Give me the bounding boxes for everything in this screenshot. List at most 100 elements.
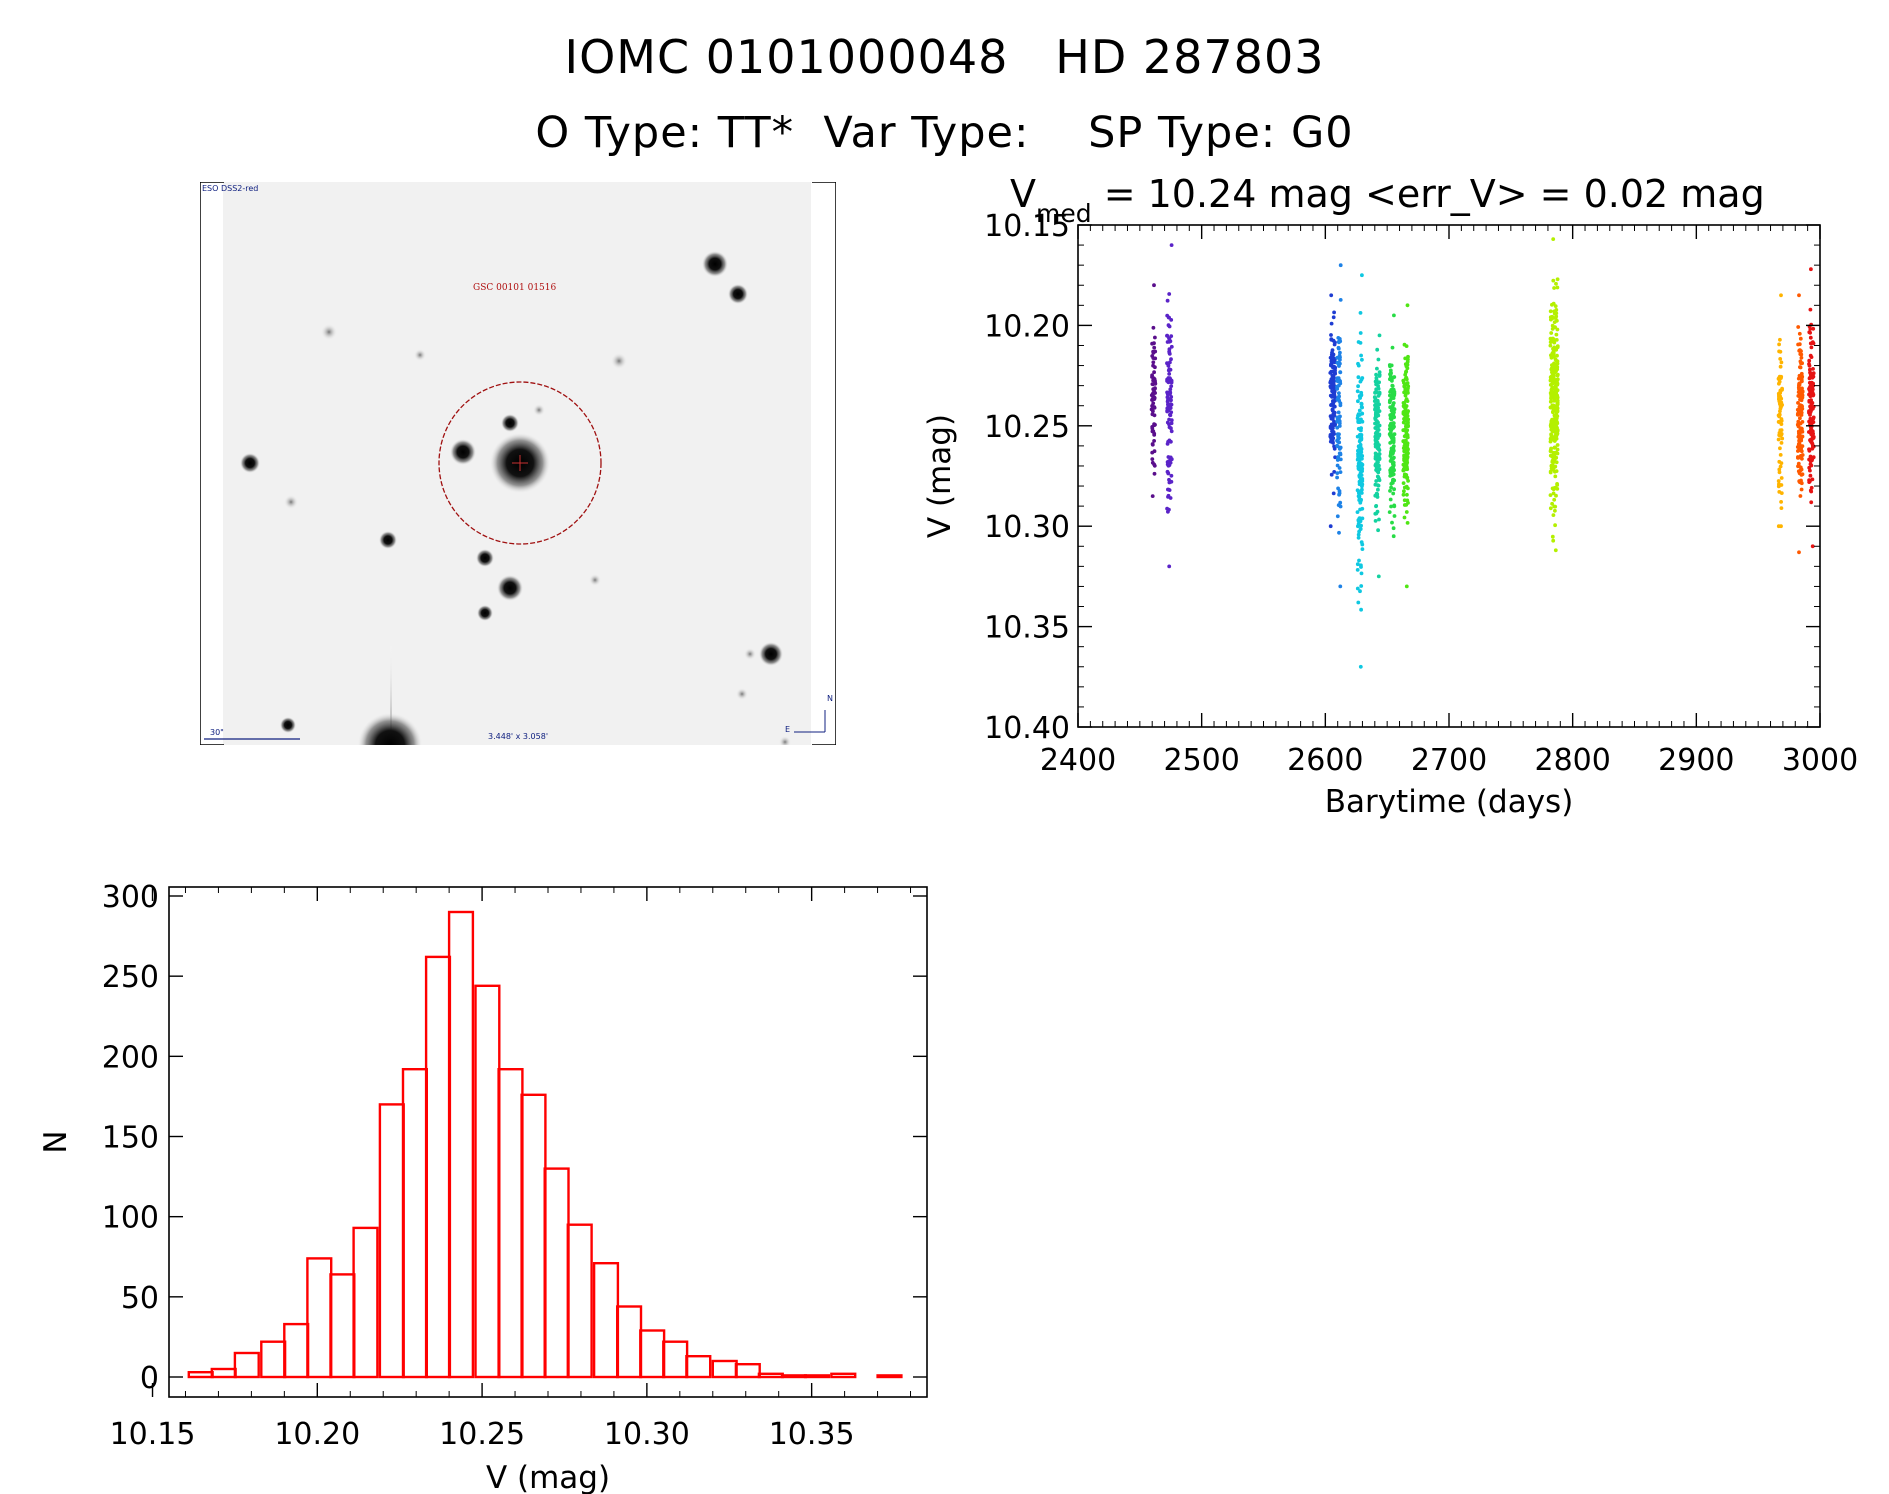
data-point xyxy=(1795,407,1800,412)
data-point xyxy=(1809,463,1814,468)
data-point xyxy=(1548,336,1553,341)
data-point xyxy=(1404,375,1409,380)
data-point xyxy=(1807,478,1811,483)
data-point xyxy=(1150,341,1154,346)
data-point xyxy=(1406,354,1410,359)
data-point xyxy=(1549,432,1553,437)
data-point xyxy=(1328,379,1333,384)
data-point xyxy=(1551,456,1556,461)
data-point xyxy=(1392,487,1396,492)
data-point xyxy=(1153,386,1157,390)
data-point xyxy=(1375,347,1380,352)
data-point xyxy=(1168,387,1173,392)
data-point xyxy=(1548,506,1553,511)
data-point xyxy=(1797,331,1802,336)
data-point xyxy=(1778,349,1783,354)
data-point xyxy=(1401,481,1406,485)
data-point xyxy=(1811,415,1816,420)
data-point xyxy=(1551,237,1556,242)
data-point xyxy=(1553,474,1558,479)
data-point xyxy=(1406,420,1410,425)
histogram-bar xyxy=(616,1305,643,1379)
data-point xyxy=(1151,351,1156,355)
data-point xyxy=(1799,387,1804,392)
data-point xyxy=(1551,513,1556,517)
data-point xyxy=(1328,434,1333,439)
star xyxy=(379,531,397,549)
target-label: GSC 00101 01516 xyxy=(473,283,556,293)
histogram-ylabel: N xyxy=(38,1130,74,1153)
data-point xyxy=(1811,371,1816,376)
data-point xyxy=(1555,443,1560,447)
data-point xyxy=(1165,506,1169,511)
histogram-bar xyxy=(711,1359,738,1379)
data-point xyxy=(1357,498,1362,502)
data-point xyxy=(1405,460,1410,465)
data-point xyxy=(1359,461,1363,466)
data-point xyxy=(1550,534,1555,539)
data-point xyxy=(1355,510,1360,514)
data-point xyxy=(1552,369,1557,374)
data-point xyxy=(1169,357,1173,362)
data-point xyxy=(1167,392,1172,396)
data-point xyxy=(1776,437,1781,442)
title-rest: = 10.24 mag <err_V> = 0.02 mag xyxy=(1092,172,1765,216)
data-point xyxy=(1388,489,1392,493)
data-point xyxy=(1406,409,1410,414)
data-point xyxy=(1332,410,1337,415)
data-point xyxy=(1329,369,1334,374)
data-point xyxy=(1336,383,1341,388)
data-point xyxy=(1390,409,1395,414)
data-point xyxy=(1809,267,1813,272)
data-point xyxy=(1550,421,1555,426)
data-point xyxy=(1402,489,1406,494)
data-point xyxy=(1553,450,1558,455)
data-point xyxy=(1167,292,1172,296)
star xyxy=(497,575,523,601)
data-point xyxy=(1356,419,1361,423)
data-point xyxy=(1165,399,1170,404)
data-point xyxy=(1777,379,1782,384)
data-point xyxy=(1402,440,1407,445)
data-point xyxy=(1169,334,1174,338)
data-point xyxy=(1337,391,1341,395)
title-v: V xyxy=(1010,172,1036,216)
histogram-bar xyxy=(520,1093,547,1379)
data-point xyxy=(1337,394,1341,399)
data-point xyxy=(1332,432,1336,436)
data-point xyxy=(1807,358,1812,363)
histogram-bar xyxy=(592,1261,620,1379)
data-point xyxy=(1338,350,1342,355)
data-point xyxy=(1809,500,1814,505)
data-point xyxy=(1552,361,1556,366)
data-point xyxy=(1389,396,1394,401)
data-point xyxy=(1166,487,1171,492)
data-point xyxy=(1405,399,1410,403)
data-point xyxy=(1391,401,1396,405)
y-tick-label: 200 xyxy=(102,1040,159,1075)
data-point xyxy=(1811,455,1815,460)
histogram-bar xyxy=(566,1223,593,1379)
data-point xyxy=(1797,393,1802,398)
data-point xyxy=(1356,384,1360,389)
data-point xyxy=(1796,342,1800,347)
data-point xyxy=(1391,438,1396,443)
data-point xyxy=(1780,403,1784,407)
data-point xyxy=(1373,511,1378,516)
data-point xyxy=(1377,517,1381,522)
data-point xyxy=(1356,426,1361,431)
star-id-title: IOMC 0101000048 HD 287803 xyxy=(564,30,1325,84)
data-point xyxy=(1356,518,1361,522)
data-point xyxy=(1359,584,1364,588)
histogram-bar xyxy=(378,1103,405,1379)
data-point xyxy=(1549,331,1554,335)
data-point xyxy=(1390,450,1395,455)
y-tick-label: 10.25 xyxy=(984,410,1070,445)
data-point xyxy=(1153,365,1157,370)
data-point xyxy=(1329,472,1334,477)
data-point xyxy=(1359,540,1364,545)
data-point xyxy=(1808,367,1812,372)
data-point xyxy=(1778,406,1783,411)
data-point xyxy=(1360,516,1365,521)
star xyxy=(736,688,748,700)
